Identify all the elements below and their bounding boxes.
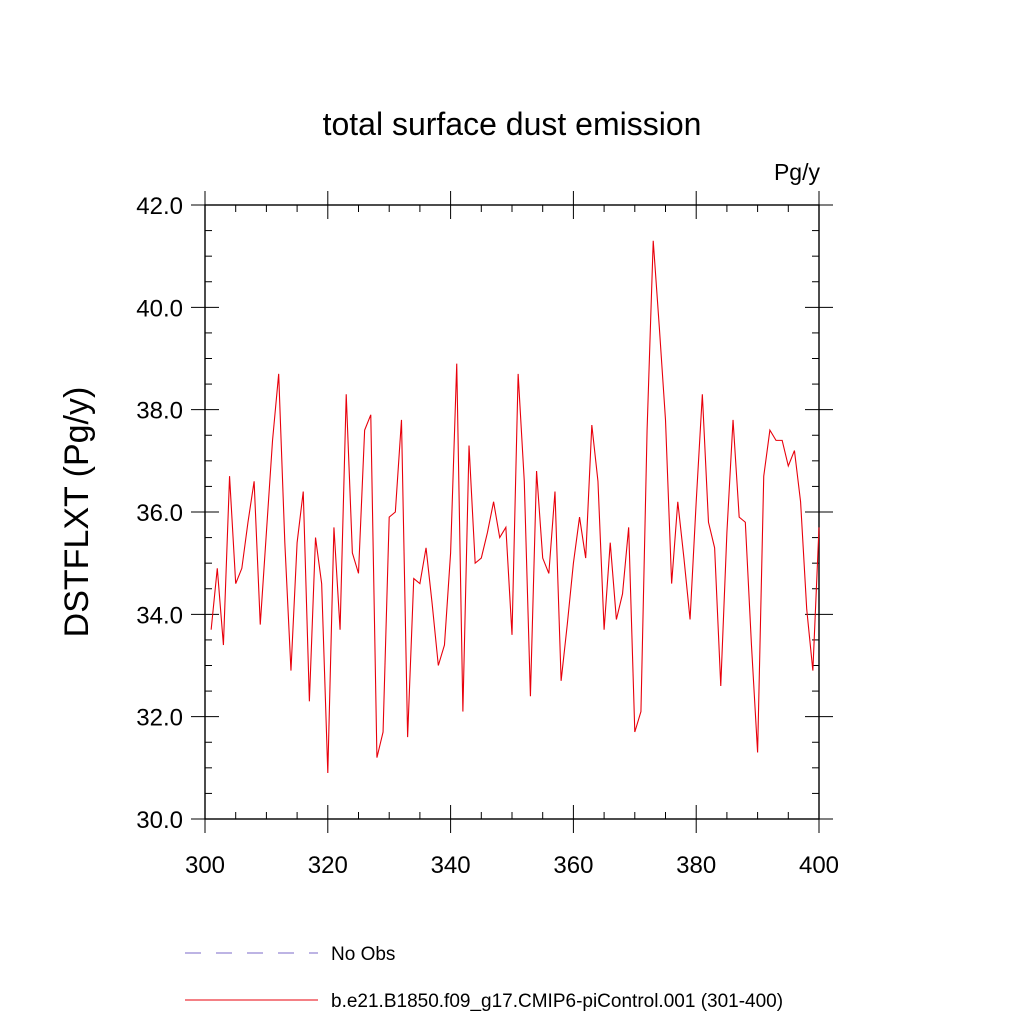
x-tick-label: 400 [799, 852, 839, 879]
series-line [210, 240, 820, 773]
series-layer [210, 240, 820, 773]
x-tick-label: 380 [676, 852, 716, 879]
y-tick-label: 42.0 [136, 193, 183, 220]
ticks-layer: 300 320 340 360 380 400 30.0 32.0 34.0 36.0 38.0 40… [136, 191, 839, 879]
y-tick-label: 36.0 [136, 500, 183, 527]
x-tick-label: 320 [308, 852, 348, 879]
x-tick-label: 360 [553, 852, 593, 879]
y-tick-label: 34.0 [136, 602, 183, 629]
y-tick-label: 30.0 [136, 807, 183, 834]
legend-label: b.e21.B1850.f09_g17.CMIP6-piControl.001 … [331, 991, 783, 1012]
y-tick-label: 38.0 [136, 398, 183, 425]
plot-frame [204, 204, 820, 820]
chart-title: total surface dust emission [323, 106, 702, 142]
y-tick-label: 40.0 [136, 295, 183, 322]
legend: No Obs b.e21.B1850.f09_g17.CMIP6-piContro… [185, 944, 783, 1012]
legend-label: No Obs [331, 944, 395, 965]
x-tick-label: 340 [431, 852, 471, 879]
y-axis-label: DSTFLXT (Pg/y) [58, 387, 96, 638]
units-label: Pg/y [774, 159, 821, 185]
x-tick-label: 300 [185, 852, 225, 879]
y-tick-label: 32.0 [136, 705, 183, 732]
